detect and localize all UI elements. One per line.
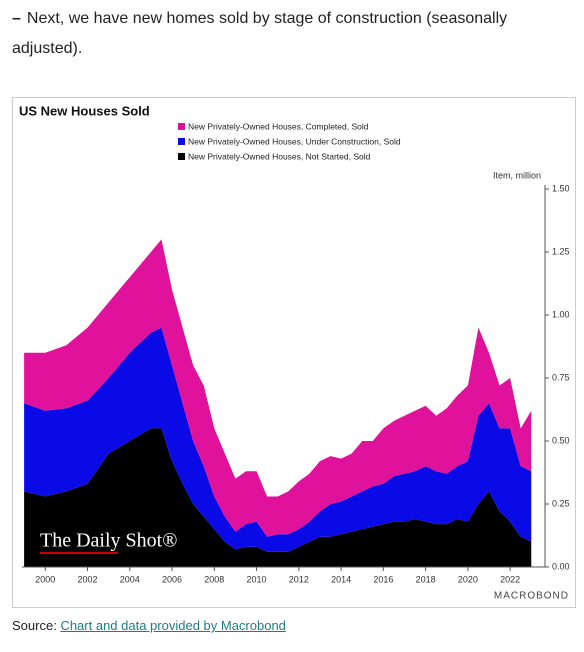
legend-label: New Privately-Owned Houses, Completed, S… (188, 121, 369, 131)
x-tick-label: 2006 (162, 574, 182, 584)
x-tick-label: 2016 (373, 574, 393, 584)
y-axis-label: Item, million (493, 170, 541, 180)
watermark: The Daily Shot® (40, 530, 177, 552)
legend-swatch (178, 123, 185, 130)
legend-swatch (178, 138, 185, 145)
legend-label: New Privately-Owned Houses, Not Started,… (188, 151, 371, 161)
x-tick-label: 2002 (77, 574, 97, 584)
legend-label: New Privately-Owned Houses, Under Constr… (188, 136, 401, 146)
branding: MACROBOND (494, 591, 569, 602)
y-tick-label: 0.75 (552, 372, 570, 382)
x-tick-label: 2000 (35, 574, 55, 584)
y-tick-label: 1.00 (552, 309, 570, 319)
source-prefix: Source: (12, 618, 57, 633)
intro-text: – Next, we have new homes sold by stage o… (12, 4, 572, 64)
x-tick-label: 2010 (247, 574, 267, 584)
x-tick-label: 2012 (289, 574, 309, 584)
y-tick-label: 1.25 (552, 246, 570, 256)
y-tick-label: 0.00 (552, 561, 570, 571)
intro: Next, we have new homes sold by stage of… (12, 10, 508, 57)
source-link[interactable]: Chart and data provided by Macrobond (60, 618, 286, 633)
legend-swatch (178, 153, 185, 160)
area (24, 428, 532, 567)
x-tick-label: 2014 (331, 574, 351, 584)
area (24, 327, 532, 552)
x-tick-label: 2018 (416, 574, 436, 584)
y-tick-label: 0.25 (552, 498, 570, 508)
x-tick-label: 2022 (500, 574, 520, 584)
dash: – (12, 10, 21, 27)
x-tick-label: 2004 (120, 574, 140, 584)
chart-title: US New Houses Sold (19, 103, 150, 118)
x-tick-label: 2020 (458, 574, 478, 584)
source: Source: Chart and data provided by Macro… (12, 618, 286, 633)
chart-frame (12, 97, 576, 608)
area (24, 239, 532, 537)
y-tick-label: 0.50 (552, 435, 570, 445)
y-tick-label: 1.50 (552, 183, 570, 193)
x-tick-label: 2008 (204, 574, 224, 584)
